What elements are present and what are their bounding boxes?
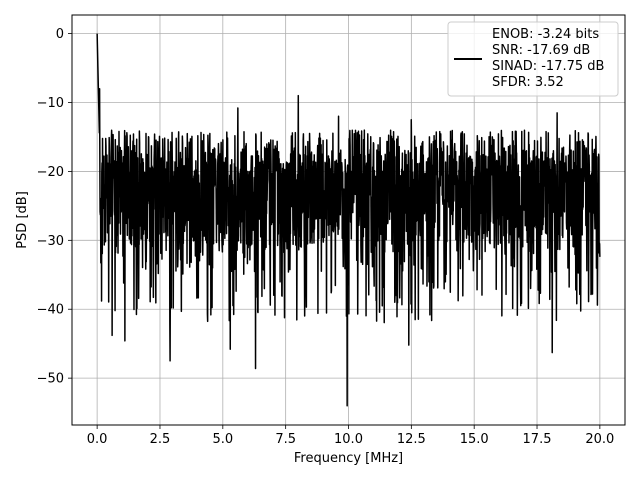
x-tick-label: 5.0 — [212, 432, 233, 447]
x-tick-label: 7.5 — [275, 432, 296, 447]
x-tick-label: 15.0 — [460, 432, 489, 447]
y-axis-label: PSD [dB] — [15, 191, 30, 249]
series-layer — [96, 33, 601, 407]
legend-box — [447, 21, 619, 97]
x-tick-label: 20.0 — [585, 432, 614, 447]
y-tick-label: −30 — [37, 234, 64, 249]
legend: ENOB: -3.24 bits SNR: -17.69 dB SINAD: -… — [447, 21, 619, 97]
y-tick-label: −10 — [37, 96, 64, 111]
psd-series-line — [96, 33, 601, 407]
x-tick-label: 0.0 — [87, 432, 108, 447]
legend-snr: SNR: -17.69 dB — [492, 43, 590, 58]
legend-sinad: SINAD: -17.75 dB — [492, 59, 604, 74]
legend-enob: ENOB: -3.24 bits — [492, 27, 599, 42]
y-tick-label: −40 — [37, 303, 64, 318]
y-tick-label: 0 — [56, 27, 64, 42]
x-tick-label: 17.5 — [523, 432, 552, 447]
x-tick-label: 2.5 — [150, 432, 171, 447]
y-tick-label: −20 — [37, 165, 64, 180]
x-tick-label: 12.5 — [397, 432, 426, 447]
x-axis-label: Frequency [MHz] — [294, 451, 403, 466]
x-axis-ticks: 0.0 2.5 5.0 7.5 10.0 12.5 15.0 17.5 20.0 — [87, 425, 614, 447]
legend-sfdr: SFDR: 3.52 — [492, 75, 564, 90]
y-axis-ticks: 0 −10 −20 −30 −40 −50 — [37, 27, 72, 387]
x-tick-label: 10.0 — [334, 432, 363, 447]
y-tick-label: −50 — [37, 372, 64, 387]
